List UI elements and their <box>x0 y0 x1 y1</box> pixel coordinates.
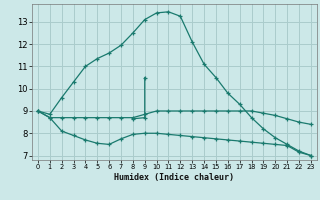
X-axis label: Humidex (Indice chaleur): Humidex (Indice chaleur) <box>115 173 234 182</box>
